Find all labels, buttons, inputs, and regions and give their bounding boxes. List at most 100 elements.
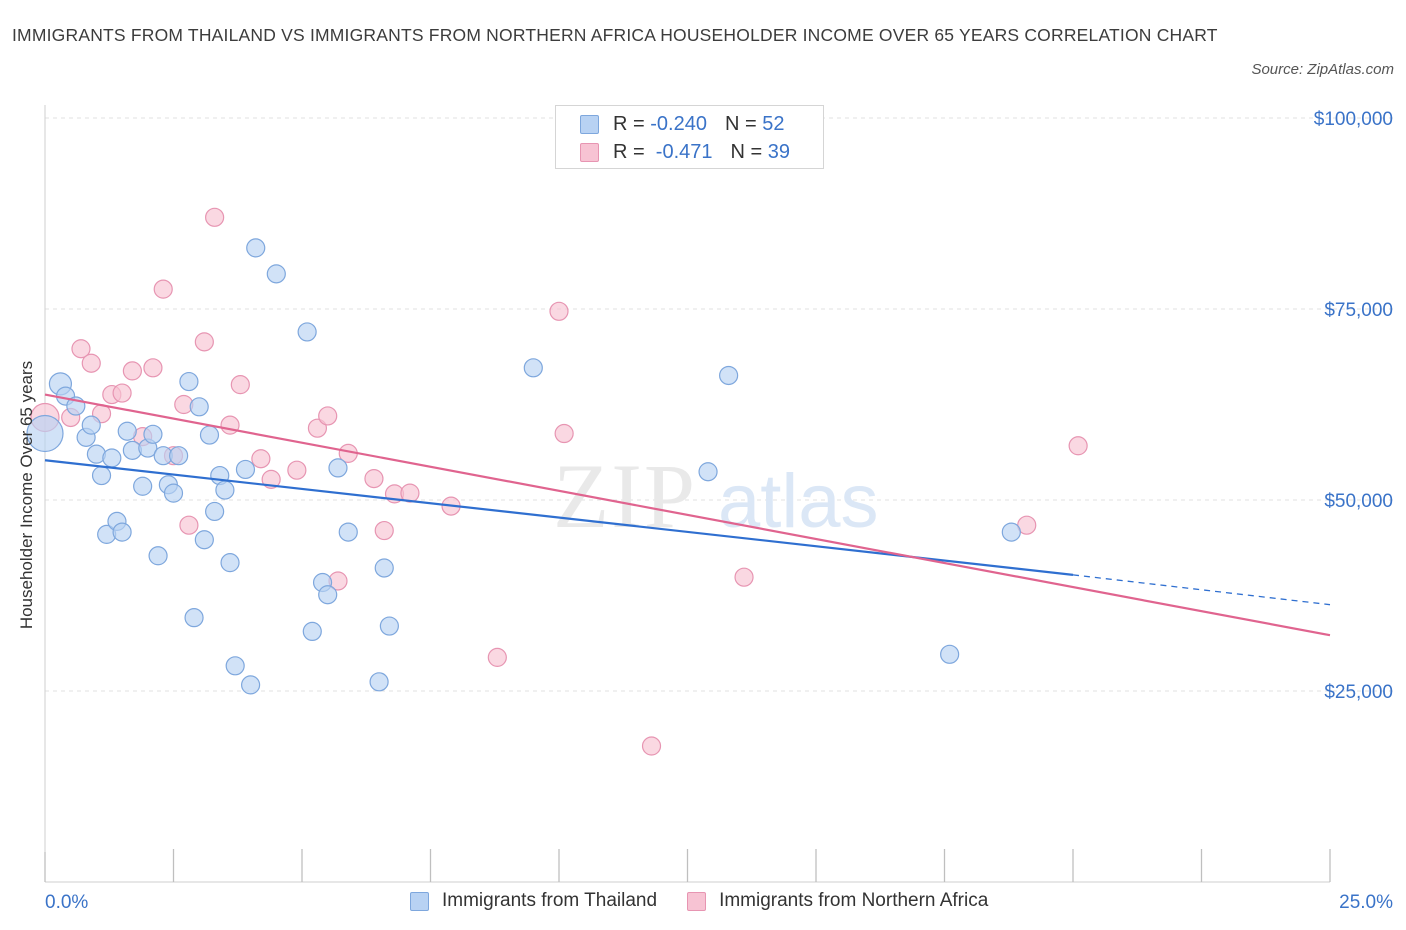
thailand-point — [241, 675, 261, 695]
chart-title: IMMIGRANTS FROM THAILAND VS IMMIGRANTS F… — [12, 25, 1218, 45]
thailand-point — [1001, 522, 1021, 542]
northern-africa-point — [122, 361, 142, 381]
northern-africa-point — [153, 279, 173, 299]
grid-layer — [45, 117, 1393, 692]
thailand-point — [266, 264, 286, 284]
thailand-point — [112, 522, 132, 542]
legend-row-thailand: R = -0.240 N = 52 — [580, 112, 784, 136]
thailand-n-value: 52 — [762, 112, 785, 135]
northern-africa-swatch — [580, 142, 599, 162]
thailand-point — [235, 459, 256, 480]
thailand-point — [169, 446, 189, 466]
labels-layer: $25,000 $50,000 $75,000 $100,000 0.0% 25.0% — [45, 109, 1393, 913]
northern-africa-trend-line — [44, 393, 1331, 637]
thailand-n-label: N = — [724, 112, 763, 135]
thailand-point — [318, 585, 338, 605]
points-layer — [26, 207, 1088, 756]
thailand-point — [81, 415, 101, 435]
axes-layer — [44, 105, 1331, 883]
thailand-point — [698, 462, 718, 482]
watermark-zip: ZIP — [553, 445, 697, 547]
thailand-point — [369, 672, 389, 692]
x-tick-label-max: 25.0% — [1339, 892, 1393, 913]
thailand-point — [179, 371, 199, 392]
northern-africa-r-label: R = — [613, 140, 651, 163]
northern-africa-point — [112, 383, 132, 403]
thailand-r-value: -0.240 — [650, 112, 707, 135]
northern-africa-point — [179, 515, 199, 535]
legend-row-northern-africa: R = -0.471 N = 39 — [580, 140, 790, 164]
northern-africa-legend-label: Immigrants from Northern Africa — [719, 890, 989, 911]
thailand-point — [940, 644, 960, 664]
thailand-point — [328, 458, 348, 478]
northern-africa-point — [364, 469, 384, 489]
thailand-point — [26, 414, 64, 453]
legend-item-thailand[interactable]: Immigrants from Thailand — [410, 890, 657, 912]
thailand-point — [220, 553, 240, 573]
thailand-point — [719, 365, 739, 386]
thailand-point — [143, 424, 163, 444]
northern-africa-point — [374, 520, 394, 541]
northern-africa-point — [143, 358, 163, 378]
thailand-point — [246, 238, 266, 258]
thailand-point — [374, 558, 394, 578]
thailand-point — [102, 448, 122, 468]
thailand-point — [379, 616, 399, 636]
northern-africa-legend-swatch — [687, 891, 707, 911]
northern-africa-point — [400, 483, 420, 503]
northern-africa-point — [549, 301, 569, 321]
y-tick-label: $25,000 — [1324, 682, 1393, 703]
thailand-point — [338, 522, 358, 542]
thailand-point — [184, 608, 204, 628]
thailand-point — [189, 397, 209, 417]
x-tick-label-min: 0.0% — [45, 892, 88, 913]
y-tick-label: $75,000 — [1324, 300, 1393, 321]
northern-africa-point — [251, 449, 271, 469]
northern-africa-r-value: -0.471 — [650, 140, 713, 163]
thailand-point — [523, 358, 543, 378]
legend-item-northern-africa[interactable]: Immigrants from Northern Africa — [687, 890, 988, 912]
thailand-point — [148, 546, 168, 566]
thailand-point — [199, 425, 220, 445]
thailand-legend-swatch — [410, 891, 429, 911]
thailand-legend-label: Immigrants from Thailand — [442, 890, 658, 911]
northern-africa-point — [261, 469, 281, 489]
thailand-point — [133, 476, 153, 496]
northern-africa-point — [318, 406, 338, 426]
thailand-point — [91, 465, 112, 486]
northern-africa-point — [487, 647, 507, 667]
thailand-r-label: R = — [613, 112, 651, 135]
thailand-swatch — [580, 114, 599, 134]
thailand-trend-extension — [1072, 574, 1331, 606]
northern-africa-n-label: N = — [730, 140, 768, 163]
northern-africa-point — [307, 418, 328, 438]
northern-africa-point — [287, 460, 307, 480]
northern-africa-point — [554, 423, 574, 444]
y-tick-label: $100,000 — [1314, 109, 1393, 130]
northern-africa-point — [71, 339, 91, 359]
thailand-point — [225, 656, 245, 676]
northern-africa-point — [230, 375, 250, 395]
thailand-point — [297, 322, 317, 342]
northern-africa-point — [1068, 436, 1088, 456]
thailand-point — [163, 483, 184, 503]
series-legend: Immigrants from Thailand Immigrants from… — [410, 890, 1018, 912]
northern-africa-point — [734, 567, 754, 587]
northern-africa-point — [641, 736, 662, 756]
y-axis-label: Householder Income Over 65 years — [17, 360, 36, 630]
trend-layer — [44, 393, 1331, 637]
source-label: Source: ZipAtlas.com — [1251, 61, 1394, 78]
thailand-point — [194, 530, 214, 550]
northern-africa-point — [205, 207, 225, 227]
watermark-atlas: atlas — [718, 459, 879, 544]
thailand-point — [117, 421, 137, 441]
northern-africa-point — [81, 353, 101, 373]
zipatlas-watermark: ZIP atlas — [553, 445, 879, 547]
northern-africa-n-value: 39 — [767, 140, 791, 163]
y-tick-label: $50,000 — [1324, 491, 1393, 512]
thailand-point — [205, 501, 225, 522]
stats-legend: R = -0.240 N = 52 R = -0.471 N = 39 — [555, 105, 824, 169]
northern-africa-point — [194, 332, 214, 352]
thailand-point — [302, 621, 322, 642]
